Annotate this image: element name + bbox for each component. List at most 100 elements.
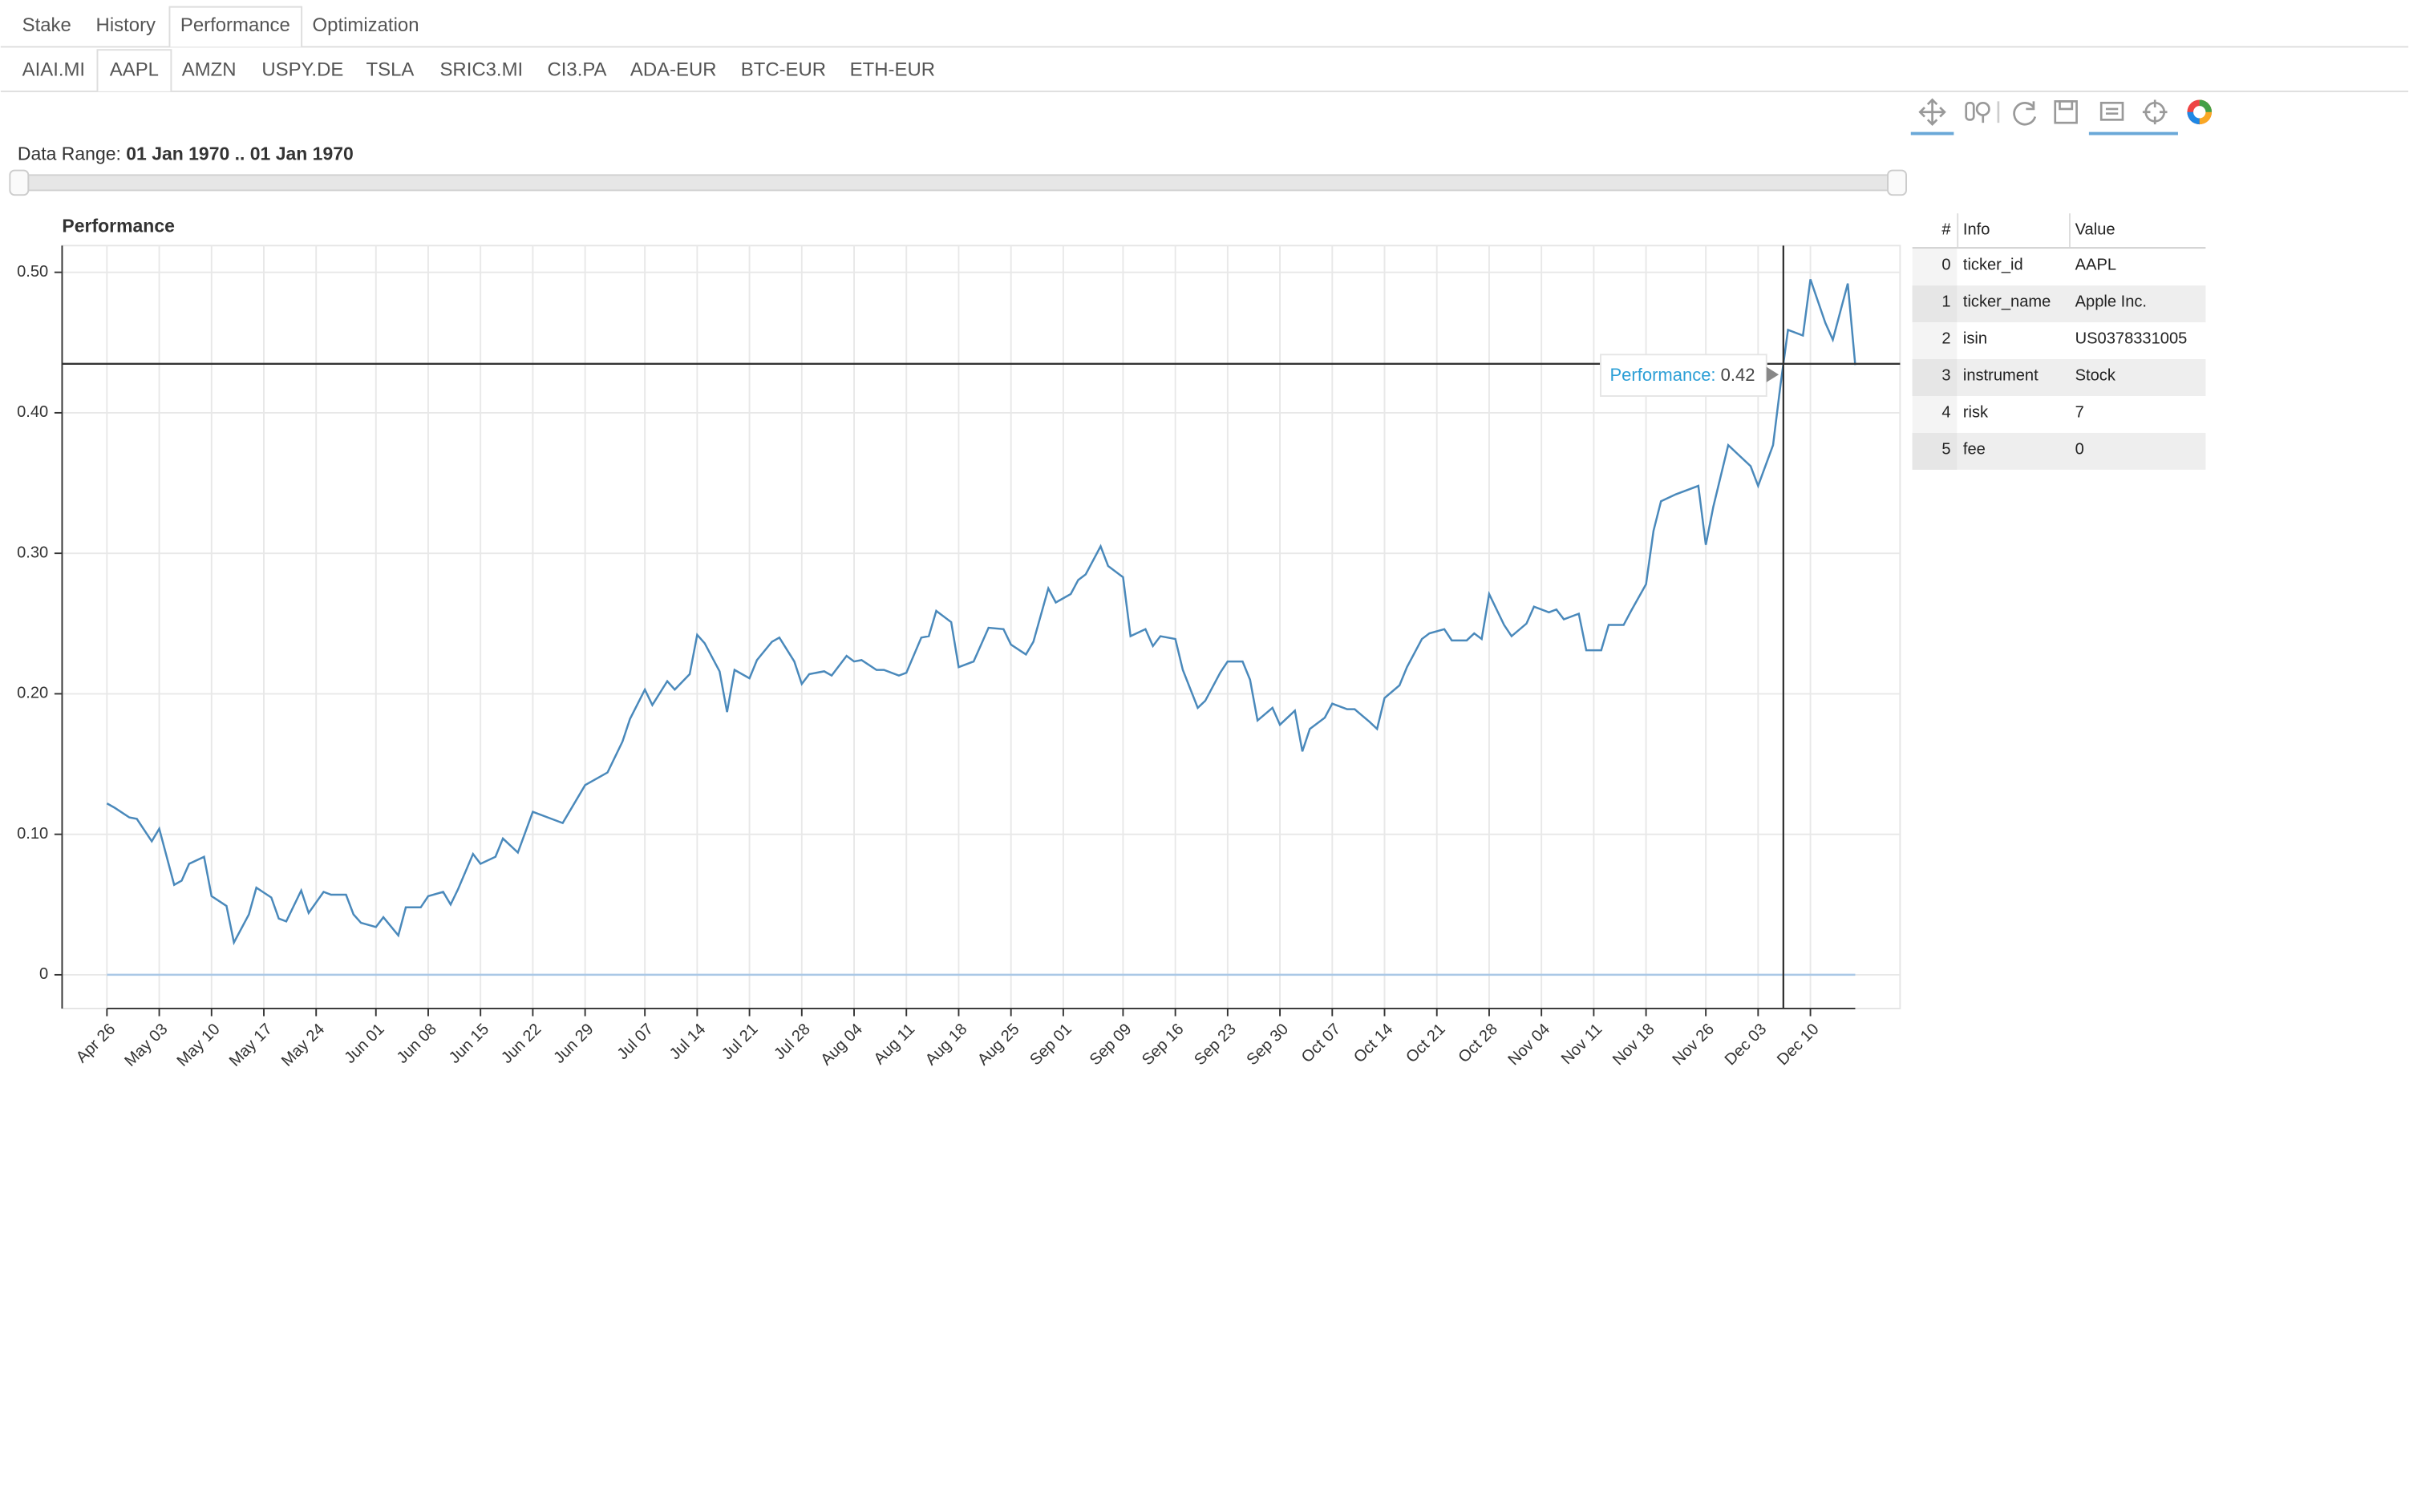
plot: [106, 279, 1856, 976]
line: [106, 279, 1856, 946]
x-tick-label: May 10: [174, 1021, 224, 1070]
ticker-tab[interactable]: SRIC3.MI: [439, 59, 523, 80]
crosshair-tool[interactable]: [2142, 99, 2168, 125]
ticker-tab[interactable]: AAPL: [110, 59, 159, 80]
x-tick-label: Jul 07: [614, 1021, 657, 1063]
data-range-label: Data Range: 01 Jan 1970 .. 01 Jan 1970: [18, 143, 354, 164]
ticker-tab[interactable]: ADA-EUR: [630, 59, 717, 80]
x-tick-label: Oct 14: [1350, 1021, 1396, 1066]
y-tick-label: 0.10: [17, 825, 48, 843]
x-tick-label: Jun 01: [341, 1021, 387, 1067]
row-index-cell: [1912, 395, 1958, 433]
column-header: #: [1941, 221, 1951, 239]
tab[interactable]: History: [96, 14, 156, 36]
toolbar: [1910, 98, 2213, 135]
bokeh-logo[interactable]: [2187, 99, 2213, 125]
x-tick-label: Jul 21: [719, 1021, 761, 1063]
table-cell: Apple Inc.: [2075, 293, 2147, 311]
x-tick-label: Aug 04: [817, 1021, 866, 1069]
table-cell: AAPL: [2075, 257, 2116, 274]
table-row: [1912, 395, 2206, 433]
row-index: 4: [1941, 403, 1950, 421]
row-index: 0: [1941, 257, 1950, 274]
active-subtab-outline: [96, 49, 172, 91]
x-tick-label: Sep 23: [1191, 1021, 1240, 1069]
tab[interactable]: Optimization: [313, 14, 419, 36]
ticker-tab[interactable]: CI3.PA: [547, 59, 606, 80]
x-tick-label: Jun 15: [446, 1021, 492, 1067]
ticker-tab[interactable]: ETH-EUR: [850, 59, 935, 80]
table-cell: ticker_name: [1963, 293, 2051, 311]
table-row: [1912, 249, 2206, 286]
x-tick-label: Sep 09: [1087, 1021, 1136, 1069]
tooltip-arrow: [1766, 366, 1779, 382]
table-cell: ticker_id: [1963, 257, 2023, 274]
data-range-caption: Data Range:: [18, 143, 121, 164]
tab[interactable]: Performance: [180, 14, 290, 36]
tab[interactable]: Stake: [22, 14, 71, 36]
table-cell: Stock: [2075, 366, 2116, 384]
column-header: Info: [1963, 221, 1990, 239]
x-tick-label: May 17: [226, 1021, 276, 1070]
ticker-tab[interactable]: AIAI.MI: [22, 59, 85, 80]
table-cell: 0: [2075, 440, 2084, 458]
range-slider-handle[interactable]: [1887, 169, 1907, 196]
x-tick-label: Oct 21: [1403, 1021, 1448, 1066]
row-index-cell: [1912, 432, 1958, 470]
y-tick-label: 0.20: [17, 685, 48, 702]
x-tick-label: Nov 11: [1558, 1021, 1606, 1069]
x-tick-label: Aug 18: [922, 1021, 971, 1069]
x-tick-label: Apr 26: [73, 1021, 119, 1066]
x-tick-label: Sep 30: [1243, 1021, 1292, 1069]
row-index-cell: [1912, 249, 1958, 286]
row-index-cell: [1912, 322, 1958, 360]
x-tick-label: Sep 01: [1026, 1021, 1075, 1069]
x-tick-label: Oct 28: [1455, 1021, 1500, 1066]
range-slider-handle[interactable]: [9, 169, 30, 196]
chart-title: Performance: [62, 215, 174, 236]
x-tick-label: Aug 11: [871, 1021, 919, 1069]
x-tick-label: Aug 25: [974, 1021, 1023, 1069]
x-tick-label: Jul 28: [771, 1021, 813, 1063]
row-index-cell: [1912, 359, 1958, 396]
x-tick-label: Jul 14: [666, 1021, 709, 1063]
info-table: # Info Value 0 ticker_id AAPL 1 ticker_name Appl…: [1912, 213, 2206, 470]
y-tick-label: 0: [39, 965, 48, 983]
x-tick-label: Jun 22: [498, 1021, 545, 1067]
table-row-shaded: [1912, 285, 2206, 323]
ticker-tab[interactable]: TSLA: [366, 59, 415, 80]
table-cell: instrument: [1963, 366, 2039, 384]
y-tick-label: 0.50: [17, 263, 48, 281]
x-tick-label: Oct 07: [1298, 1021, 1344, 1066]
tabs: Stake History Performance Optimization AIAI.…: [22, 6, 935, 91]
table-row: [1912, 322, 2206, 360]
x-tick-label: May 03: [121, 1021, 171, 1070]
x-tick-label: Jun 08: [394, 1021, 440, 1067]
reset-tool[interactable]: [2013, 101, 2037, 126]
x-tick-label: Nov 26: [1670, 1021, 1719, 1069]
table-row-shaded: [1912, 432, 2206, 470]
row-index-cell: [1912, 285, 1958, 323]
x-tick-label: May 24: [278, 1021, 328, 1070]
x-tick-label: Dec 03: [1722, 1021, 1771, 1069]
row-index: 5: [1941, 440, 1950, 458]
save-tool[interactable]: [2054, 100, 2078, 124]
table-cell: isin: [1963, 329, 1987, 347]
row-index: 2: [1941, 329, 1950, 347]
table-row-shaded: [1912, 359, 2206, 396]
zoom-tool[interactable]: [1965, 101, 1990, 123]
x-tick-label: Jun 29: [550, 1021, 597, 1067]
table-cell: US0378331005: [2075, 329, 2188, 347]
y-tick-label: 0.30: [17, 544, 48, 561]
ticker-tab[interactable]: USPY.DE: [261, 59, 343, 80]
range-slider-track[interactable]: [12, 174, 1906, 192]
ticker-tab[interactable]: AMZN: [182, 59, 237, 80]
ticker-tab[interactable]: BTC-EUR: [741, 59, 826, 80]
tooltip-value: 0.42: [1721, 365, 1755, 385]
x-tick-label: Nov 18: [1609, 1021, 1658, 1069]
hover-tool[interactable]: [2099, 101, 2124, 121]
x-tick-label: Sep 16: [1139, 1021, 1188, 1069]
pan-tool[interactable]: [1918, 98, 1946, 126]
